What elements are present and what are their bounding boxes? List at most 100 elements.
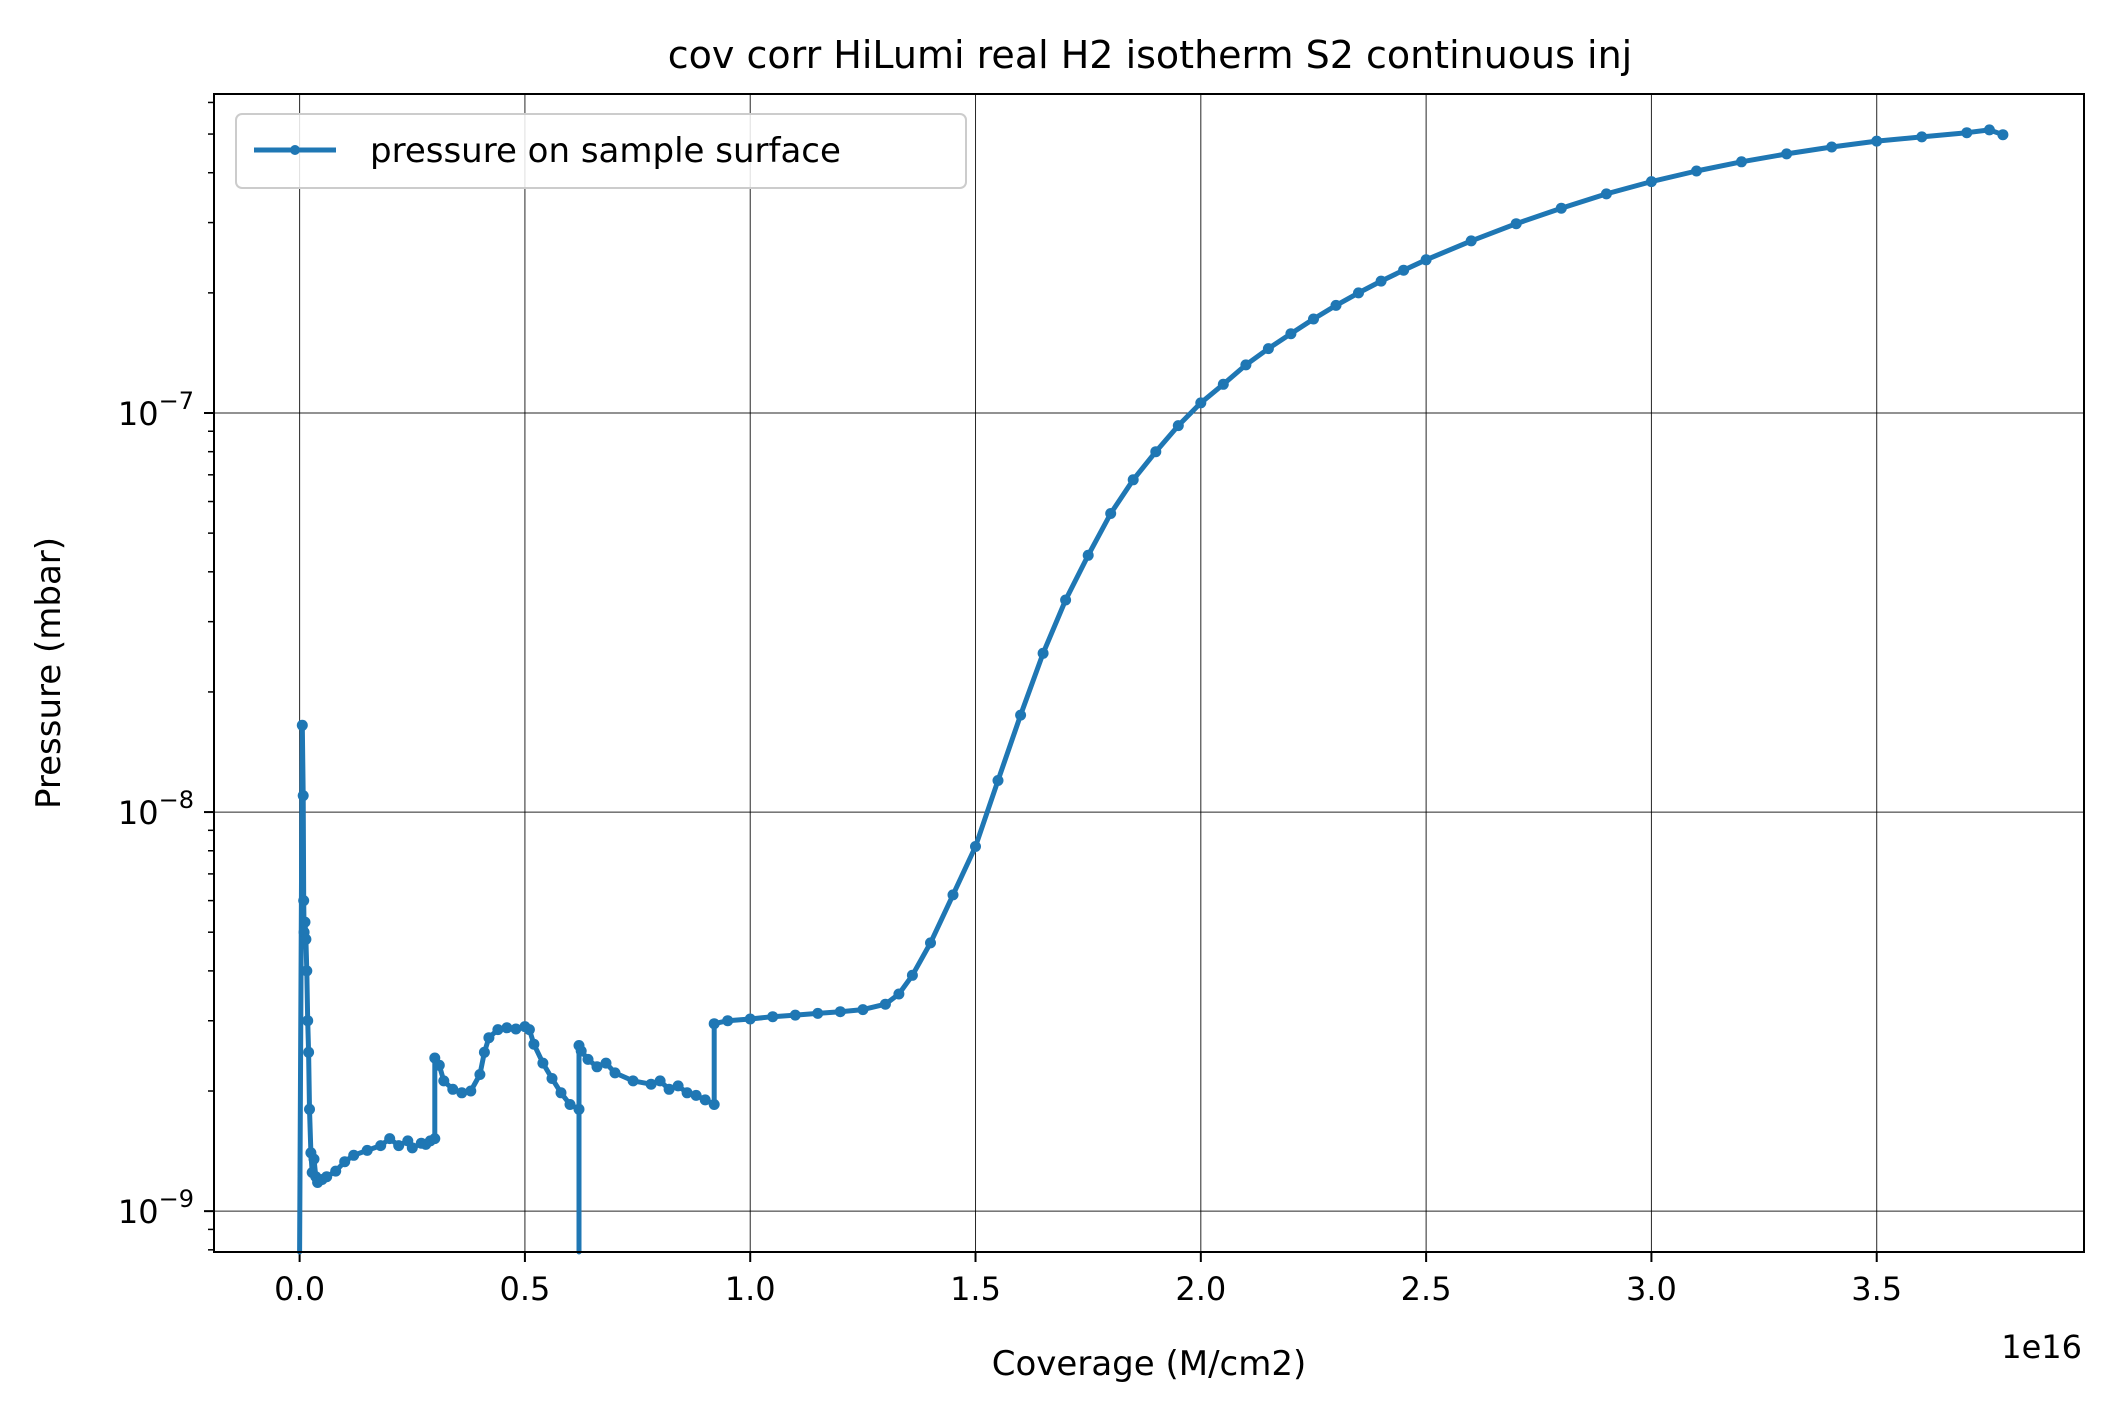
x-axis-label: Coverage (M/cm2) [992, 1344, 1306, 1384]
data-point-87 [1127, 474, 1139, 486]
data-point-110 [1871, 135, 1883, 147]
data-point-101 [1465, 235, 1477, 247]
plot-frame [213, 93, 2085, 1253]
data-point-35 [456, 1087, 468, 1099]
data-point-19 [339, 1156, 351, 1168]
data-point-93 [1262, 343, 1274, 355]
data-point-66 [708, 1099, 720, 1110]
data-point-102 [1510, 218, 1522, 230]
x-tick-label-3: 1.5 [950, 1270, 1001, 1308]
data-point-34 [447, 1083, 459, 1095]
data-point-78 [925, 937, 936, 949]
data-point-44 [523, 1024, 535, 1036]
data-point-81 [992, 775, 1004, 786]
data-point-42 [510, 1023, 522, 1035]
data-point-61 [663, 1083, 675, 1095]
data-point-3 [298, 895, 310, 907]
plot-area [296, 124, 2009, 1255]
data-point-79 [947, 889, 959, 901]
data-point-55 [591, 1061, 603, 1073]
data-point-5 [299, 916, 311, 928]
data-point-56 [600, 1057, 612, 1069]
data-point-74 [857, 1004, 869, 1016]
data-point-2 [297, 790, 309, 802]
data-point-30 [429, 1133, 441, 1145]
data-point-49 [564, 1099, 576, 1110]
data-point-75 [879, 998, 891, 1010]
data-point-76 [893, 988, 905, 1000]
data-point-10 [304, 1103, 315, 1115]
data-point-88 [1150, 446, 1162, 458]
data-point-62 [672, 1080, 684, 1092]
data-point-111 [1916, 131, 1928, 143]
data-point-95 [1308, 313, 1319, 325]
data-point-63 [681, 1087, 693, 1099]
data-point-36 [465, 1085, 477, 1097]
y-tick-label-2: 10−7 [118, 387, 194, 433]
data-point-109 [1826, 141, 1838, 153]
data-point-18 [330, 1165, 342, 1177]
data-point-114 [1997, 129, 2009, 141]
data-point-105 [1645, 176, 1657, 188]
data-point-86 [1105, 508, 1117, 519]
data-point-38 [478, 1046, 490, 1058]
data-point-1 [296, 719, 308, 731]
data-point-21 [361, 1144, 373, 1156]
data-point-24 [393, 1140, 405, 1152]
data-point-26 [406, 1142, 418, 1154]
data-point-106 [1691, 165, 1702, 177]
data-point-9 [303, 1046, 315, 1058]
data-point-8 [302, 1015, 314, 1027]
data-point-84 [1060, 594, 1072, 606]
data-point-46 [537, 1057, 549, 1069]
data-point-39 [483, 1032, 495, 1044]
data-point-6 [300, 933, 312, 945]
y-axis-label: Pressure (mbar) [29, 537, 69, 809]
data-point-65 [699, 1094, 711, 1106]
data-point-97 [1353, 287, 1364, 299]
data-point-58 [627, 1075, 639, 1087]
data-point-70 [767, 1011, 779, 1023]
chart-title: cov corr HiLumi real H2 isotherm S2 cont… [668, 33, 1632, 77]
x-tick-label-0: 0.0 [274, 1270, 325, 1308]
x-tick-label-7: 3.5 [1851, 1270, 1902, 1308]
data-point-50 [573, 1103, 585, 1115]
x-tick-label-5: 2.5 [1401, 1270, 1452, 1308]
data-point-17 [321, 1171, 333, 1183]
data-point-85 [1082, 549, 1094, 561]
data-point-64 [690, 1089, 702, 1101]
data-point-112 [1961, 127, 1973, 139]
data-point-91 [1217, 378, 1229, 390]
data-point-73 [834, 1006, 846, 1018]
x-tick-label-1: 0.5 [499, 1270, 550, 1308]
data-point-104 [1600, 188, 1612, 200]
x-tick-label-6: 3.0 [1626, 1270, 1677, 1308]
data-point-69 [744, 1013, 756, 1025]
data-point-7 [301, 965, 313, 977]
x-tick-label-4: 2.0 [1175, 1270, 1226, 1308]
data-point-45 [528, 1038, 540, 1050]
data-point-59 [645, 1078, 657, 1090]
data-point-47 [546, 1073, 558, 1084]
data-point-80 [970, 841, 981, 852]
data-point-98 [1375, 275, 1387, 287]
x-tick-label-2: 1.0 [725, 1270, 776, 1308]
grid [214, 94, 2084, 1252]
data-point-72 [812, 1007, 824, 1019]
data-point-103 [1555, 202, 1567, 214]
data-point-67 [708, 1018, 720, 1030]
data-point-33 [438, 1075, 450, 1087]
y-tick-label-1: 10−8 [118, 786, 194, 832]
y-tick-label-0: 10−9 [118, 1185, 194, 1231]
data-point-41 [501, 1022, 513, 1034]
data-point-108 [1781, 148, 1793, 160]
data-point-60 [654, 1075, 666, 1087]
data-point-99 [1398, 264, 1410, 276]
data-point-20 [348, 1149, 360, 1161]
data-point-23 [384, 1133, 396, 1145]
y-axis-ticks: 10−9 10−8 10−7 [118, 387, 214, 1231]
data-point-77 [906, 969, 918, 981]
x-axis-scale-label: 1e16 [2001, 1328, 2082, 1366]
